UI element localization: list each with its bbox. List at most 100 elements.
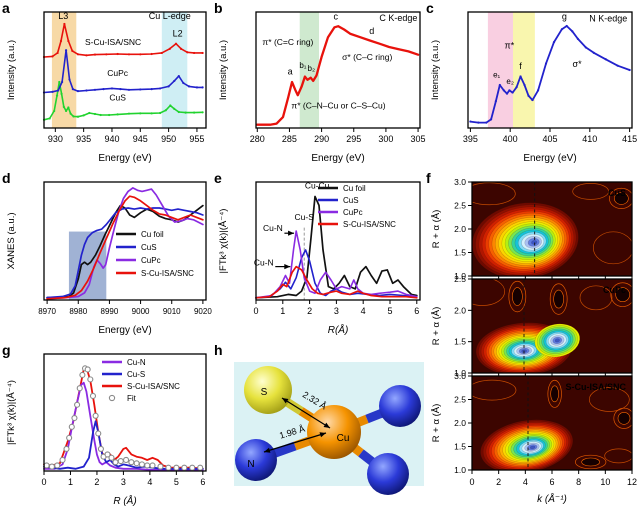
svg-text:2: 2 xyxy=(94,477,99,487)
svg-text:π* (C=C ring): π* (C=C ring) xyxy=(262,37,313,47)
panel-letter-f: f xyxy=(426,170,431,186)
svg-text:2: 2 xyxy=(307,306,312,316)
svg-text:295: 295 xyxy=(346,134,361,144)
svg-text:8990: 8990 xyxy=(101,307,119,316)
svg-text:0: 0 xyxy=(469,477,474,487)
svg-text:9000: 9000 xyxy=(132,307,150,316)
svg-text:2.5: 2.5 xyxy=(454,201,466,211)
svg-text:10: 10 xyxy=(600,477,610,487)
svg-text:1.5: 1.5 xyxy=(454,248,466,258)
svg-text:Cu-S: Cu-S xyxy=(127,370,145,379)
svg-text:b₂: b₂ xyxy=(308,64,316,73)
svg-text:CuS: CuS xyxy=(343,196,359,205)
svg-text:4: 4 xyxy=(147,477,152,487)
svg-text:Intensity (a.u.): Intensity (a.u.) xyxy=(6,40,17,100)
svg-text:955: 955 xyxy=(189,134,204,144)
svg-text:0: 0 xyxy=(41,477,46,487)
svg-text:CuS: CuS xyxy=(141,243,157,252)
svg-text:e₁: e₁ xyxy=(493,71,500,80)
svg-text:Cu L-edge: Cu L-edge xyxy=(149,11,191,21)
svg-text:Cu-N: Cu-N xyxy=(127,358,146,367)
svg-text:930: 930 xyxy=(48,134,63,144)
svg-text:d: d xyxy=(369,26,374,36)
svg-text:405: 405 xyxy=(542,134,557,144)
svg-text:Energy (eV): Energy (eV) xyxy=(98,153,151,164)
svg-text:290: 290 xyxy=(314,134,329,144)
svg-text:395: 395 xyxy=(463,134,478,144)
svg-text:f: f xyxy=(519,61,522,71)
svg-text:Cu: Cu xyxy=(337,433,350,444)
chart-d-xanes: 8970 8980 8990 9000 9010 9020 Energy (eV) XANES… xyxy=(6,181,212,336)
panel-b: b 280 285 290 295 300 305 Energy (eV) Intensity… xyxy=(214,0,428,170)
svg-text:|FTk³ χ(k)|(Å⁻⁴): |FTk³ χ(k)|(Å⁻⁴) xyxy=(218,209,229,274)
svg-text:4: 4 xyxy=(523,477,528,487)
svg-text:CuPc: CuPc xyxy=(107,68,129,78)
svg-text:Cu foil: Cu foil xyxy=(141,230,164,239)
chart-g-exafs-fit: 0 1 2 3 4 5 6 R (Å) |FTk³ χ(k)|(Å⁻⁴) Cu-N Cu-S S-Cu… xyxy=(6,353,207,507)
svg-text:σ*: σ* xyxy=(573,59,583,69)
svg-text:a: a xyxy=(288,66,293,76)
svg-text:400: 400 xyxy=(503,134,518,144)
svg-text:C K-edge: C K-edge xyxy=(379,13,417,23)
svg-text:Cu-N: Cu-N xyxy=(263,223,283,233)
svg-text:3: 3 xyxy=(334,306,339,316)
svg-text:Cu foil: Cu foil xyxy=(343,184,366,193)
svg-text:π*: π* xyxy=(505,41,515,51)
svg-text:Cu-N: Cu-N xyxy=(254,257,274,267)
svg-text:6: 6 xyxy=(414,306,419,316)
svg-text:285: 285 xyxy=(282,134,297,144)
svg-text:|FTk³ χ(k)|(Å⁻⁴): |FTk³ χ(k)|(Å⁻⁴) xyxy=(6,380,17,445)
svg-text:940: 940 xyxy=(104,134,119,144)
panel-letter-b: b xyxy=(214,0,223,16)
svg-text:945: 945 xyxy=(133,134,148,144)
svg-text:CuS: CuS xyxy=(608,188,626,198)
svg-text:415: 415 xyxy=(622,134,637,144)
chart-e-exafs-ft: 0 1 2 3 4 5 6 R(Å) |FTk³ χ(k)|(Å⁻⁴) Cu-Cu Cu-S Cu-N… xyxy=(218,181,421,336)
panel-d: d 8970 8980 8990 9000 9010 9020 Energy (eV) XAN… xyxy=(2,170,214,342)
panel-letter-e: e xyxy=(214,170,222,186)
svg-text:XANES (a.u.): XANES (a.u.) xyxy=(6,212,17,269)
svg-text:CuPc: CuPc xyxy=(603,285,626,295)
svg-text:12: 12 xyxy=(627,477,637,487)
svg-text:CuPc: CuPc xyxy=(343,208,363,217)
svg-text:N: N xyxy=(247,459,254,470)
svg-text:9020: 9020 xyxy=(194,307,212,316)
svg-text:5: 5 xyxy=(387,306,392,316)
svg-text:Fit: Fit xyxy=(127,394,137,403)
svg-text:σ* (C–C ring): σ* (C–C ring) xyxy=(342,52,392,62)
svg-text:e₂: e₂ xyxy=(506,77,514,86)
svg-text:410: 410 xyxy=(582,134,597,144)
panel-letter-c: c xyxy=(426,0,434,16)
svg-text:2.0: 2.0 xyxy=(454,305,466,315)
svg-text:280: 280 xyxy=(250,134,265,144)
svg-text:300: 300 xyxy=(378,134,393,144)
svg-text:CuPc: CuPc xyxy=(141,256,161,265)
svg-text:b₁: b₁ xyxy=(299,61,306,70)
svg-text:4: 4 xyxy=(361,306,366,316)
svg-text:R + α (Å): R + α (Å) xyxy=(431,307,442,345)
svg-text:935: 935 xyxy=(76,134,91,144)
svg-text:R + α (Å): R + α (Å) xyxy=(431,404,442,442)
chart-c-n-k-edge: 395 400 405 410 415 Energy (eV) Intensity (a.u… xyxy=(430,11,637,164)
svg-text:8980: 8980 xyxy=(69,307,87,316)
panel-f: f 1.0 1.5 2.0 2.5 3.0 R + α (Å) CuS 1.0 1.5 2.0 2.… xyxy=(426,170,640,513)
svg-text:Energy (eV): Energy (eV) xyxy=(98,325,151,336)
svg-text:305: 305 xyxy=(411,134,426,144)
svg-text:S: S xyxy=(261,387,268,398)
svg-text:Energy (eV): Energy (eV) xyxy=(523,153,576,164)
svg-text:c: c xyxy=(333,12,338,22)
svg-text:S-Cu-ISA/SNC: S-Cu-ISA/SNC xyxy=(343,220,396,229)
svg-text:5: 5 xyxy=(174,477,179,487)
svg-text:2.0: 2.0 xyxy=(454,418,466,428)
svg-text:Intensity (a.u.): Intensity (a.u.) xyxy=(430,40,441,100)
svg-text:L3: L3 xyxy=(58,11,68,21)
chart-a-cu-l-edge: 930 935 940 945 950 955 Energy (eV) Intensity (… xyxy=(6,11,207,164)
svg-text:R (Å): R (Å) xyxy=(113,494,136,507)
svg-text:Cu-Cu: Cu-Cu xyxy=(305,181,330,191)
svg-text:2.5: 2.5 xyxy=(454,274,466,284)
svg-text:950: 950 xyxy=(161,134,176,144)
svg-text:CuS: CuS xyxy=(109,93,126,103)
svg-text:N K-edge: N K-edge xyxy=(589,14,627,24)
svg-text:Cu-S: Cu-S xyxy=(295,212,315,222)
